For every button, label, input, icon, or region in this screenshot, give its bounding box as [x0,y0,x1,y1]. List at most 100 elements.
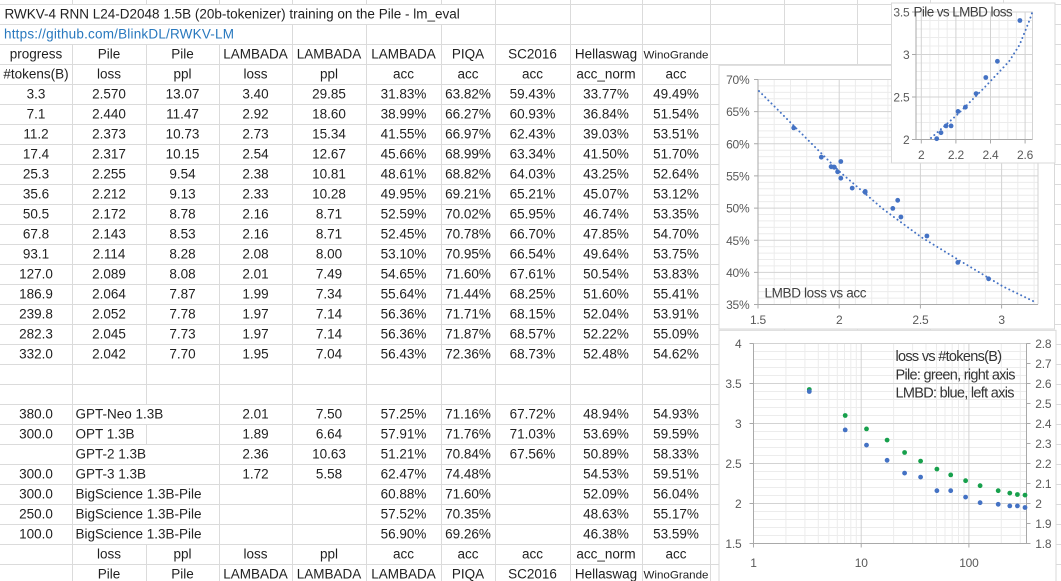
svg-text:74.48%: 74.48% [445,466,491,481]
svg-text:71.87%: 71.87% [445,326,491,341]
svg-text:7.34: 7.34 [316,286,343,301]
svg-text:PIQA: PIQA [452,46,484,61]
svg-text:12.67: 12.67 [312,146,346,161]
svg-text:58.33%: 58.33% [653,446,699,461]
svg-text:ppl: ppl [320,66,338,81]
svg-text:59.59%: 59.59% [653,426,699,441]
svg-text:10.28: 10.28 [312,186,346,201]
svg-text:8.53: 8.53 [169,226,195,241]
svg-text:2.01: 2.01 [242,406,268,421]
svg-text:48.94%: 48.94% [583,406,629,421]
svg-text:Pile vs LMBD loss: Pile vs LMBD loss [914,5,1013,20]
svg-text:2.7: 2.7 [1035,357,1052,371]
svg-text:8.00: 8.00 [316,246,342,261]
svg-text:2.8: 2.8 [1035,337,1052,351]
svg-text:51.60%: 51.60% [583,286,629,301]
svg-text:2.317: 2.317 [92,146,126,161]
svg-text:Pile: Pile [171,566,194,581]
svg-text:LAMBADA: LAMBADA [223,46,288,61]
svg-text:2: 2 [1035,497,1042,511]
svg-text:52.48%: 52.48% [583,346,629,361]
svg-text:70.95%: 70.95% [445,246,491,261]
svg-text:68.15%: 68.15% [510,306,556,321]
svg-text:2.2: 2.2 [1035,457,1052,471]
svg-text:2.36: 2.36 [242,446,268,461]
svg-text:48.61%: 48.61% [381,166,427,181]
svg-text:66.97%: 66.97% [445,126,491,141]
svg-text:15.34: 15.34 [312,126,346,141]
svg-text:1.5: 1.5 [750,313,767,327]
svg-text:2.6: 2.6 [1017,148,1034,162]
svg-text:2.440: 2.440 [92,106,126,121]
svg-text:48.63%: 48.63% [583,506,629,521]
svg-text:72.36%: 72.36% [445,346,491,361]
svg-text:71.76%: 71.76% [445,426,491,441]
svg-text:63.82%: 63.82% [445,86,491,101]
svg-text:2.570: 2.570 [92,86,126,101]
svg-text:56.36%: 56.36% [381,326,427,341]
svg-text:52.22%: 52.22% [583,326,629,341]
svg-text:2: 2 [735,497,742,511]
svg-text:53.91%: 53.91% [653,306,699,321]
svg-text:3.5: 3.5 [893,6,910,20]
svg-text:65%: 65% [726,105,750,119]
svg-text:acc: acc [457,66,478,81]
svg-text:2.5: 2.5 [725,457,742,471]
svg-text:1.89: 1.89 [242,426,268,441]
svg-text:2.6: 2.6 [1035,377,1052,391]
svg-text:2.5: 2.5 [1035,397,1052,411]
svg-text:7.14: 7.14 [316,306,343,321]
svg-text:2.114: 2.114 [93,246,126,261]
svg-text:71.60%: 71.60% [445,486,491,501]
svg-text:progress: progress [10,46,63,61]
svg-text:52.64%: 52.64% [653,166,699,181]
svg-text:10.81: 10.81 [312,166,346,181]
svg-text:45.66%: 45.66% [381,146,427,161]
svg-text:7.87: 7.87 [169,286,195,301]
svg-text:2.255: 2.255 [92,166,126,181]
svg-text:2.3: 2.3 [1035,437,1052,451]
svg-text:68.99%: 68.99% [445,146,491,161]
svg-text:54.70%: 54.70% [653,226,699,241]
svg-text:2.5: 2.5 [912,313,929,327]
svg-text:70.02%: 70.02% [445,206,491,221]
svg-text:loss: loss [243,546,267,561]
svg-text:7.50: 7.50 [316,406,342,421]
svg-text:acc: acc [393,546,414,561]
svg-text:35%: 35% [726,298,750,312]
svg-text:57.91%: 57.91% [381,426,427,441]
svg-text:Pile: green, right axis: Pile: green, right axis [896,367,1016,383]
svg-text:47.85%: 47.85% [583,226,629,241]
svg-text:8.71: 8.71 [316,206,342,221]
svg-text:1.97: 1.97 [242,306,268,321]
svg-text:45.07%: 45.07% [583,186,629,201]
svg-text:2.4: 2.4 [1035,417,1052,431]
svg-text:53.69%: 53.69% [583,426,629,441]
svg-text:70%: 70% [726,73,750,87]
svg-text:acc: acc [665,66,686,81]
svg-text:62.43%: 62.43% [510,126,556,141]
svg-text:50.54%: 50.54% [583,266,629,281]
svg-text:4: 4 [735,337,742,351]
svg-text:67.56%: 67.56% [510,446,556,461]
svg-text:51.70%: 51.70% [653,146,699,161]
svg-text:2.73: 2.73 [242,126,268,141]
svg-text:127.0: 127.0 [19,266,53,281]
svg-text:2.212: 2.212 [92,186,126,201]
svg-text:7.04: 7.04 [316,346,343,361]
svg-text:57.25%: 57.25% [381,406,427,421]
svg-text:70.35%: 70.35% [445,506,491,521]
svg-text:59.51%: 59.51% [653,466,699,481]
svg-text:56.43%: 56.43% [381,346,427,361]
svg-text:1.8: 1.8 [1035,537,1052,551]
svg-text:33.77%: 33.77% [583,86,629,101]
svg-text:51.54%: 51.54% [653,106,699,121]
svg-text:11.2: 11.2 [23,126,48,141]
svg-text:1.99: 1.99 [242,286,268,301]
svg-text:2.042: 2.042 [92,346,126,361]
svg-text:2.052: 2.052 [92,306,126,321]
svg-text:66.70%: 66.70% [510,226,556,241]
svg-text:25.3: 25.3 [23,166,49,181]
svg-text:2.064: 2.064 [92,286,126,301]
svg-text:18.60: 18.60 [312,106,346,121]
